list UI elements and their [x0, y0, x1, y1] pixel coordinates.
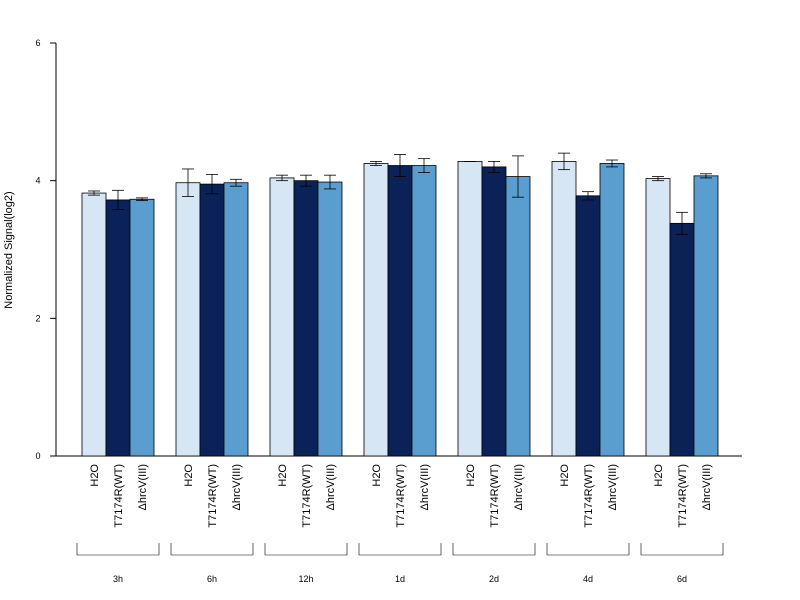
error-bars	[88, 152, 712, 235]
y-tick-label: 4	[35, 176, 40, 186]
bar	[505, 176, 531, 457]
bar	[645, 178, 671, 457]
bar	[457, 160, 483, 457]
bar	[293, 180, 319, 457]
group-bracket	[264, 543, 348, 556]
bars	[81, 160, 719, 457]
bar-label: H2O	[465, 464, 477, 487]
group-bracket	[358, 543, 442, 556]
bar	[599, 163, 625, 457]
bar-label: ΔhrcV(III)	[419, 464, 431, 510]
bar-labels: H2O T7174R(WT) ΔhrcV(III) H2O T7174R(WT) Δhrc…	[89, 464, 713, 528]
bar	[669, 222, 695, 457]
bar	[269, 177, 295, 457]
bar	[481, 166, 507, 457]
group-bracket	[546, 543, 630, 556]
bar	[551, 160, 577, 457]
bar	[199, 183, 225, 457]
bar-label: ΔhrcV(III)	[701, 464, 713, 510]
bar-label: T7174R(WT)	[113, 464, 125, 528]
bar-label: T7174R(WT)	[677, 464, 689, 528]
bar-label: H2O	[371, 464, 383, 487]
bar-label: H2O	[183, 464, 195, 487]
y-axis: 0 2 4 6	[35, 38, 57, 461]
bar	[317, 181, 343, 457]
bar	[105, 199, 131, 457]
group-bracket	[76, 543, 160, 556]
bar-label: T7174R(WT)	[301, 464, 313, 528]
bar	[175, 182, 201, 457]
bar-label: ΔhrcV(III)	[137, 464, 149, 510]
bar	[411, 165, 437, 457]
y-ticks: 0 2 4 6	[35, 38, 56, 461]
group-bracket	[170, 543, 254, 556]
bar-label: T7174R(WT)	[583, 464, 595, 528]
group-label: 3h	[113, 574, 123, 584]
group-label: 4d	[583, 574, 593, 584]
group-label: 6d	[677, 574, 687, 584]
bar	[129, 198, 155, 457]
y-axis-title: Normalized Signal(log2)	[3, 191, 15, 308]
y-tick-label: 2	[35, 313, 40, 323]
bar-label: H2O	[277, 464, 289, 487]
y-tick-label: 6	[35, 38, 40, 48]
bar-label: H2O	[89, 464, 101, 487]
group-bracket	[452, 543, 536, 556]
bar	[575, 195, 601, 457]
bar-label: T7174R(WT)	[207, 464, 219, 528]
bar	[223, 182, 249, 457]
group-bracket	[640, 543, 724, 556]
bar-label: H2O	[559, 464, 571, 487]
y-tick-label: 0	[35, 451, 40, 461]
bar-label: ΔhrcV(III)	[231, 464, 243, 510]
bar	[387, 165, 413, 457]
bar-label: ΔhrcV(III)	[607, 464, 619, 510]
group-label: 1d	[395, 574, 405, 584]
group-label: 12h	[298, 574, 313, 584]
bar	[81, 192, 107, 457]
bar-label: H2O	[653, 464, 665, 487]
bar-label: T7174R(WT)	[395, 464, 407, 528]
group-label: 2d	[489, 574, 499, 584]
bar	[693, 175, 719, 457]
group-brackets: 3h 6h 12h 1d 2d 4d 6d	[76, 543, 724, 584]
bar-label: ΔhrcV(III)	[325, 464, 337, 510]
bar-label: ΔhrcV(III)	[513, 464, 525, 510]
bar	[363, 163, 389, 457]
group-label: 6h	[207, 574, 217, 584]
bar-label: T7174R(WT)	[489, 464, 501, 528]
